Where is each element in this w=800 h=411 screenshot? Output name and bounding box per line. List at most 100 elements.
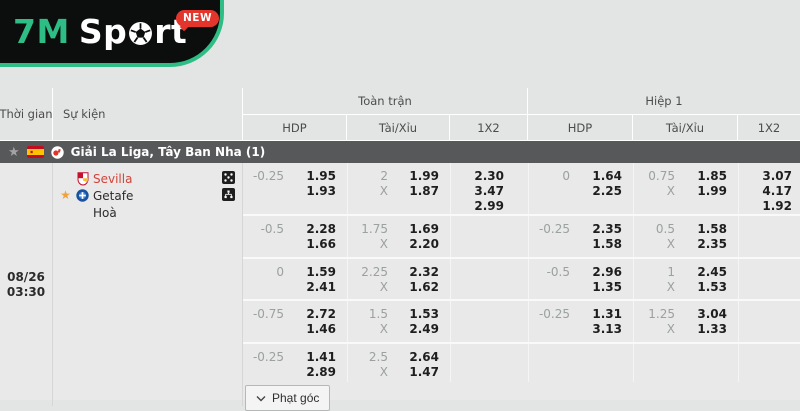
h1-over-under-cell[interactable]: 0.75 X 1.85 1.99 <box>633 163 738 214</box>
odds-value[interactable]: 1.33 <box>697 322 727 336</box>
odds-value[interactable]: 1.35 <box>592 280 622 294</box>
odds-value[interactable]: 1.47 <box>409 365 439 379</box>
odds-table-body: 08/26 03:30 Sevilla ★ <box>0 163 800 411</box>
odds-value[interactable]: 1.92 <box>762 199 792 213</box>
odds-value[interactable]: 1.99 <box>697 184 727 198</box>
corner-odds-button[interactable]: Phạt góc <box>245 385 331 411</box>
odds-value[interactable]: 1.99 <box>409 169 439 183</box>
odds-value[interactable]: 1.85 <box>697 169 727 183</box>
header-h1-hdp: HDP <box>528 115 633 140</box>
league-favorite-star-icon[interactable]: ★ <box>8 144 20 160</box>
odds-value[interactable]: 1.69 <box>409 222 439 236</box>
odds-value[interactable]: 3.47 <box>474 184 504 198</box>
h1-over-under-cell[interactable]: 1.25 X 3.04 1.33 <box>633 301 738 342</box>
odds-value[interactable]: 1.62 <box>409 280 439 294</box>
spain-flag-icon <box>26 146 44 158</box>
odds-value[interactable]: 3.13 <box>592 322 622 336</box>
home-team-name[interactable]: Sevilla <box>93 171 133 186</box>
odds-value[interactable]: 2.64 <box>409 350 439 364</box>
odds-value[interactable]: 2.30 <box>474 169 504 183</box>
odds-value[interactable]: 1.95 <box>306 169 336 183</box>
odds-value[interactable]: 2.35 <box>697 237 727 251</box>
odds-rows-and-footer: -0.25 1.95 1.93 2 X 1.99 1.87 2.30 3.47 … <box>243 163 800 411</box>
odds-value[interactable]: 1.53 <box>409 307 439 321</box>
lineup-icon[interactable] <box>222 171 235 184</box>
h1-1x2-cell[interactable] <box>738 301 800 342</box>
odds-value[interactable]: 2.89 <box>306 365 336 379</box>
odds-value[interactable]: 3.04 <box>697 307 727 321</box>
hdp-line-value: -0.75 <box>252 307 284 321</box>
h1-over-under-cell[interactable]: 1 X 2.45 1.53 <box>633 259 738 299</box>
odds-value[interactable]: 2.41 <box>306 280 336 294</box>
ft-hdp-lines: -0.25 <box>243 169 295 214</box>
h1-hdp-cell[interactable] <box>528 344 633 382</box>
ft-hdp-cell[interactable]: -0.25 1.41 2.89 <box>243 344 347 382</box>
odds-value[interactable]: 2.45 <box>697 265 727 279</box>
ft-hdp-cell[interactable]: -0.5 2.28 1.66 <box>243 216 347 257</box>
odds-value[interactable]: 1.31 <box>592 307 622 321</box>
h1-hdp-cell[interactable]: -0.25 2.35 1.58 <box>528 216 633 257</box>
odds-value[interactable]: 2.96 <box>592 265 622 279</box>
odds-value[interactable]: 1.59 <box>306 265 336 279</box>
ft-hdp-cell[interactable]: 0 1.59 2.41 <box>243 259 347 299</box>
ft-over-under-cell[interactable]: 2.5 X 2.64 1.47 <box>347 344 450 382</box>
header-h1-over-under: Tài/Xỉu <box>633 115 738 140</box>
h1-ou-lines: 1.25 X <box>634 307 686 342</box>
ft-hdp-odds: 2.72 1.46 <box>295 307 347 342</box>
odds-value[interactable]: 3.07 <box>762 169 792 183</box>
away-team-name[interactable]: Getafe <box>93 188 134 203</box>
ft-over-under-cell[interactable]: 2.25 X 2.32 1.62 <box>347 259 450 299</box>
h1-hdp-cell[interactable]: -0.25 1.31 3.13 <box>528 301 633 342</box>
odds-value[interactable]: 1.66 <box>306 237 336 251</box>
logo-sport-left: Sp <box>78 12 128 51</box>
ft-1x2-cell[interactable] <box>450 259 528 299</box>
h1-1x2-cell[interactable]: 3.07 4.17 1.92 <box>738 163 800 214</box>
favorite-star-icon[interactable]: ★ <box>60 188 71 202</box>
odds-value[interactable]: 2.72 <box>306 307 336 321</box>
hdp-line-value: 0 <box>562 169 570 183</box>
h1-1x2-cell[interactable] <box>738 344 800 382</box>
odds-value[interactable]: 1.58 <box>592 237 622 251</box>
odds-value[interactable]: 1.93 <box>306 184 336 198</box>
odds-value[interactable]: 4.17 <box>762 184 792 198</box>
ft-hdp-cell[interactable]: -0.25 1.95 1.93 <box>243 163 347 214</box>
h1-hdp-cell[interactable]: 0 1.64 2.25 <box>528 163 633 214</box>
h1-ou-odds: 3.04 1.33 <box>686 307 738 342</box>
odds-value[interactable]: 2.35 <box>592 222 622 236</box>
soccer-ball-icon <box>128 21 153 46</box>
odds-value[interactable]: 1.53 <box>697 280 727 294</box>
ft-over-under-cell[interactable]: 2 X 1.99 1.87 <box>347 163 450 214</box>
match-event-cell[interactable]: Sevilla ★ Getafe Hoà <box>53 163 243 406</box>
h1-over-under-cell[interactable] <box>633 344 738 382</box>
ft-1x2-cell[interactable] <box>450 216 528 257</box>
h1-1x2-cell[interactable] <box>738 216 800 257</box>
odds-value[interactable]: 2.32 <box>409 265 439 279</box>
h1-hdp-lines: 0 <box>529 169 581 214</box>
odds-value[interactable]: 1.58 <box>697 222 727 236</box>
ft-over-under-cell[interactable]: 1.75 X 1.69 2.20 <box>347 216 450 257</box>
odds-value[interactable]: 2.25 <box>592 184 622 198</box>
odds-value[interactable]: 1.46 <box>306 322 336 336</box>
header-first-half: Hiệp 1 <box>528 88 800 115</box>
h1-over-under-cell[interactable]: 0.5 X 1.58 2.35 <box>633 216 738 257</box>
ft-1x2-cell[interactable] <box>450 301 528 342</box>
h1-hdp-cell[interactable]: -0.5 2.96 1.35 <box>528 259 633 299</box>
odds-value[interactable]: 2.49 <box>409 322 439 336</box>
league-bar[interactable]: ★ Giải La Liga, Tây Ban Nha (1) <box>0 141 800 163</box>
ft-over-under-cell[interactable]: 1.5 X 1.53 2.49 <box>347 301 450 342</box>
ou-line-value: 1.5 <box>368 307 388 321</box>
h1-hdp-odds: 2.96 1.35 <box>581 265 633 299</box>
ft-ou-odds: 1.53 2.49 <box>399 307 450 342</box>
odds-value[interactable]: 2.28 <box>306 222 336 236</box>
odds-value[interactable]: 1.64 <box>592 169 622 183</box>
odds-value[interactable]: 1.87 <box>409 184 439 198</box>
ft-hdp-cell[interactable]: -0.75 2.72 1.46 <box>243 301 347 342</box>
odds-value[interactable]: 1.41 <box>306 350 336 364</box>
ft-1x2-cell[interactable] <box>450 344 528 382</box>
odds-value[interactable]: 2.99 <box>474 199 504 213</box>
standings-bracket-icon[interactable] <box>222 188 235 201</box>
ou-line-value: X <box>666 322 675 336</box>
h1-1x2-cell[interactable] <box>738 259 800 299</box>
odds-value[interactable]: 2.20 <box>409 237 439 251</box>
ft-1x2-cell[interactable]: 2.30 3.47 2.99 <box>450 163 528 214</box>
